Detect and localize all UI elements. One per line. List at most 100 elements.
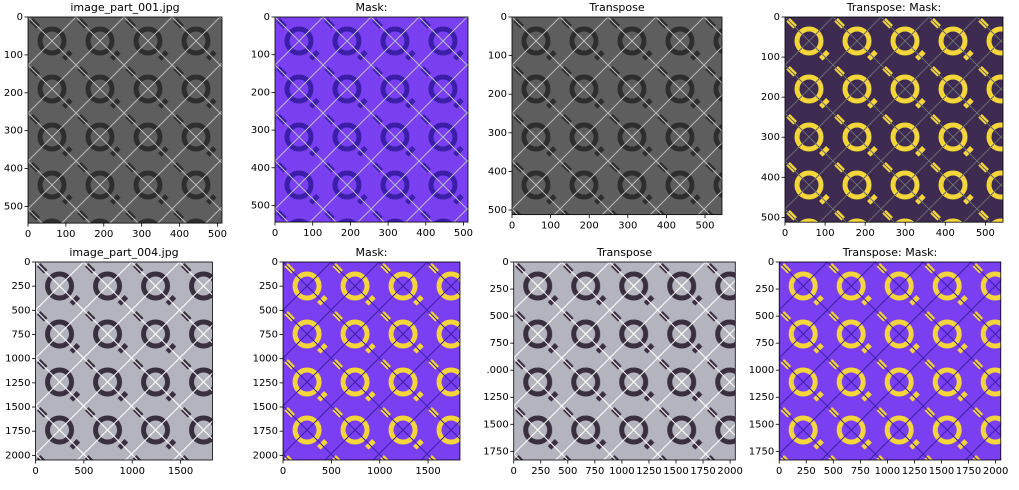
axes: Transpose: Mask:0 250 500 750 1000 1250 1500 17… [749, 246, 1009, 477]
image [785, 17, 1003, 223]
y-tick-label: 1750 [253, 426, 278, 437]
y-tick-label: 250 [259, 281, 278, 292]
y-tick-label: 250 [11, 281, 30, 292]
y-tick-label: 300 [251, 125, 270, 136]
y-tick-label: 200 [761, 92, 780, 103]
y-tick-label: 1250 [749, 392, 774, 403]
axes-title: Transpose: Mask: [842, 246, 938, 259]
x-tick-label: 0 [782, 228, 788, 239]
y-tick-label: 1500 [253, 402, 278, 413]
x-tick-label: 500 [208, 229, 227, 240]
x-tick-label: 1000 [609, 466, 634, 477]
y-tick-label: 0 [272, 257, 278, 268]
y-tick-label: 500 [251, 200, 270, 211]
x-tick-label: 500 [558, 466, 577, 477]
axes-title: Mask: [355, 246, 387, 259]
axes: Mask: 0 500 1000 1500 0 250 500 750 1000 1250 1500 1… [253, 246, 461, 477]
y-tick-label: 500 [11, 305, 30, 316]
y-tick-label: 300 [4, 126, 23, 137]
y-tick-label: 500 [259, 305, 278, 316]
y-tick-label: 200 [4, 88, 23, 99]
y-tick-label: 750 [755, 338, 774, 349]
image [779, 262, 1001, 460]
y-tick-label: 100 [761, 52, 780, 63]
y-tick-label: 250 [490, 284, 509, 295]
x-tick-label: 0 [511, 466, 517, 477]
x-tick-label: 400 [416, 228, 435, 239]
axes-frame [511, 16, 723, 216]
x-tick-label: 200 [94, 229, 113, 240]
x-tick-label: 1000 [119, 466, 144, 477]
y-tick-label: 100 [251, 50, 270, 61]
y-tick-label: 0 [501, 12, 507, 23]
y-tick-label: 400 [4, 164, 23, 175]
y-tick-label: 500 [488, 205, 507, 216]
axes-frame [35, 261, 213, 461]
y-tick-label: 500 [755, 311, 774, 322]
y-tick-label: 1750 [5, 426, 30, 437]
x-tick-label: 1500 [663, 466, 688, 477]
y-tick-label: 1250 [483, 392, 508, 403]
axes-title: Transpose [588, 1, 645, 14]
image [283, 262, 460, 460]
y-tick-label: 1000 [749, 365, 774, 376]
y-tick-label: 0 [264, 12, 270, 23]
y-tick-label: 0 [17, 12, 23, 23]
y-tick-label: 1500 [5, 402, 30, 413]
x-tick-label: 1500 [168, 466, 193, 477]
y-tick-label: 100 [4, 50, 23, 61]
y-tick-label: 2000 [253, 450, 278, 461]
y-tick-label: 750 [11, 330, 30, 341]
y-tick-label: 250 [755, 284, 774, 295]
x-tick-label: 500 [976, 228, 995, 239]
y-tick-label: 1500 [483, 419, 508, 430]
y-tick-label: 1500 [749, 419, 774, 430]
y-tick-label: 300 [761, 132, 780, 143]
axes-frame [27, 16, 223, 224]
y-tick-label: 0 [774, 12, 780, 23]
y-tick-label: 750 [259, 330, 278, 341]
x-tick-label: 1750 [690, 466, 715, 477]
axes-title: Mask: [355, 1, 387, 14]
x-tick-label: 100 [56, 229, 75, 240]
x-tick-label: 200 [856, 228, 875, 239]
x-tick-label: 1750 [956, 466, 981, 477]
axes: image_part_001.jpg 0 100 200 300 400 500 0 100 20… [4, 1, 227, 240]
image [513, 262, 736, 460]
axes: Mask: 0 100 200 300 400 500 0 100 200 300 400 500 [251, 1, 473, 239]
x-tick-label: 0 [280, 466, 286, 477]
x-tick-label: 100 [541, 221, 560, 232]
y-tick-label: 200 [488, 89, 507, 100]
x-tick-label: 0 [776, 466, 782, 477]
axes-title: image_part_001.jpg [70, 1, 179, 14]
x-tick-label: 2000 [717, 466, 742, 477]
x-tick-label: 0 [272, 228, 278, 239]
y-tick-label: 1250 [253, 378, 278, 389]
x-tick-label: 400 [657, 221, 676, 232]
axes-title: Transpose [596, 246, 653, 259]
image [35, 262, 213, 460]
x-tick-label: 0 [25, 229, 31, 240]
axes-title: Transpose: Mask: [846, 1, 942, 14]
x-tick-label: 1500 [929, 466, 954, 477]
axes-frame [274, 16, 469, 223]
axes-title: image_part_004.jpg [69, 246, 178, 259]
y-tick-label: 400 [761, 172, 780, 183]
x-tick-label: 200 [341, 228, 360, 239]
y-tick-label: 300 [488, 128, 507, 139]
x-tick-label: 1250 [902, 466, 927, 477]
x-tick-label: 400 [936, 228, 955, 239]
y-tick-label: 2000 [5, 450, 30, 461]
y-tick-label: 1000 [253, 354, 278, 365]
y-tick-label: 400 [488, 166, 507, 177]
x-tick-label: 100 [303, 228, 322, 239]
x-tick-label: 300 [896, 228, 915, 239]
y-tick-label: .000 [486, 365, 508, 376]
x-tick-label: 500 [824, 466, 843, 477]
y-tick-label: 500 [761, 212, 780, 223]
x-tick-label: 500 [454, 228, 473, 239]
x-tick-label: 250 [531, 466, 550, 477]
axes: Transpose: Mask:0 100 200 300 400 50001002003… [761, 1, 1004, 239]
